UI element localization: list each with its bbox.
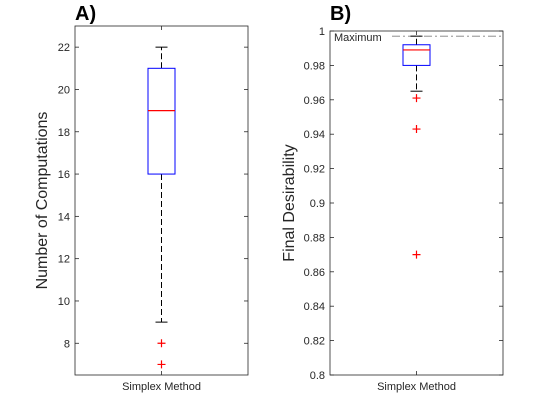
y-axis-label: Final Desirability: [281, 144, 298, 261]
iqr-box: [147, 67, 176, 175]
y-tick-label: 16: [58, 169, 70, 181]
y-tick-label: 0.98: [304, 60, 325, 72]
iqr-box: [402, 44, 431, 66]
y-tick-label: 0.88: [304, 232, 325, 244]
y-tick-label: 0.84: [304, 301, 325, 313]
y-tick-label: 0.82: [304, 336, 325, 348]
panel-b: 0.8 0.82 0.84 0.86 0.88 0.9 0.92 0.94 0.96 0.98 1 S…: [281, 3, 504, 393]
y-tick-label: 0.96: [304, 95, 325, 107]
y-tick-label: 18: [58, 127, 70, 139]
y-tick-label: 0.86: [304, 267, 325, 279]
panel-a: 8 10 12 14 16 18 20 22 Simplex Method Number of C…: [34, 3, 249, 393]
y-tick-label: 22: [58, 42, 70, 54]
y-tick-label: 12: [58, 254, 70, 266]
x-category-label: Simplex Method: [377, 381, 456, 393]
panel-label: B): [330, 3, 351, 25]
y-tick-label: 14: [58, 211, 70, 223]
maximum-label: Maximum: [334, 32, 382, 44]
y-tick-label: 10: [58, 296, 70, 308]
outlier-marker: [157, 360, 166, 369]
y-axis-label: Number of Computations: [34, 112, 51, 290]
outlier-marker: [412, 250, 421, 259]
outlier-marker: [412, 125, 421, 134]
y-tick-label: 8: [64, 338, 70, 350]
y-tick-label: 0.8: [310, 370, 325, 382]
panel-label: A): [75, 3, 96, 25]
x-category-label: Simplex Method: [122, 381, 201, 393]
outlier-marker: [157, 339, 166, 348]
y-tick-label: 0.94: [304, 129, 325, 141]
y-tick-label: 1: [319, 26, 325, 38]
axes-frame: [74, 25, 249, 376]
y-tick-label: 0.9: [310, 198, 325, 210]
y-tick-label: 0.92: [304, 164, 325, 176]
y-tick-label: 20: [58, 84, 70, 96]
outlier-marker: [412, 94, 421, 103]
axes-frame: [329, 30, 504, 376]
